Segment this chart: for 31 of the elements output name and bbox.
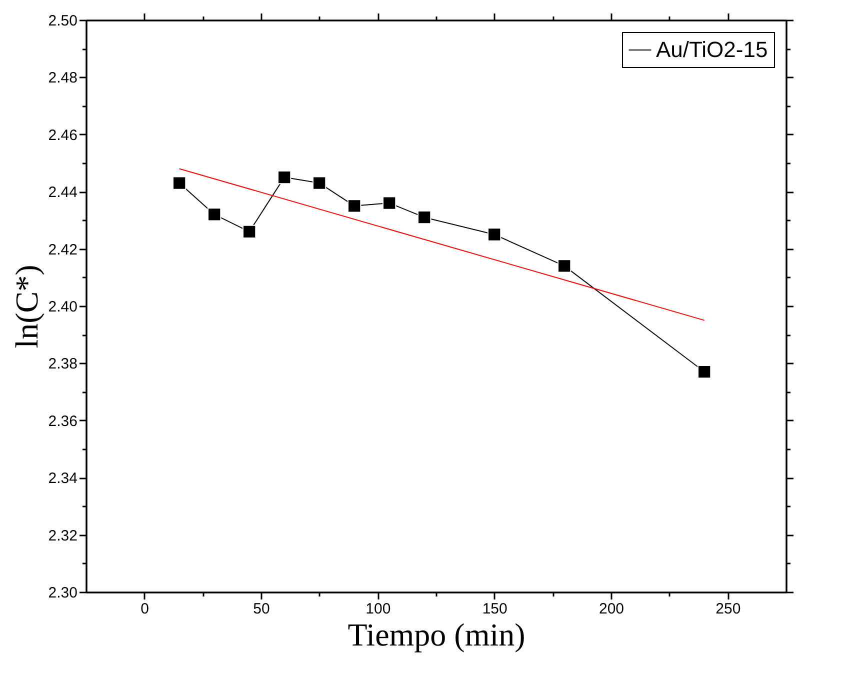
point — [348, 199, 362, 213]
x-tick-label: 100 — [366, 600, 391, 618]
x-tick-label: 150 — [482, 600, 508, 618]
x-tick-label: 50 — [253, 600, 270, 618]
point — [312, 176, 326, 190]
y-tick-label: 2.48 — [48, 70, 78, 87]
point — [172, 176, 186, 190]
point — [278, 170, 292, 184]
x-axis-title: Tiempo (min) — [348, 616, 526, 652]
point — [208, 208, 222, 222]
x-tick-label: 250 — [716, 600, 741, 618]
x-tick-label: 0 — [140, 600, 150, 618]
x-tick-label: 200 — [598, 600, 624, 618]
y-tick-label: 2.44 — [48, 184, 78, 202]
y-tick-label: 2.38 — [48, 356, 78, 373]
y-tick-label: 2.34 — [48, 470, 78, 488]
y-tick-label: 2.50 — [48, 12, 78, 30]
y-tick-label: 2.36 — [48, 412, 78, 430]
legend-label: Au/TiO2-15 — [656, 37, 768, 62]
y-axis-title: ln(C*) — [8, 264, 44, 348]
point — [488, 228, 502, 242]
y-tick-label: 2.42 — [48, 241, 78, 258]
point — [242, 224, 256, 238]
y-tick-label: 2.40 — [48, 298, 78, 316]
point — [558, 259, 572, 273]
y-tick-label: 2.32 — [48, 527, 78, 544]
point — [382, 196, 396, 210]
point — [418, 210, 432, 224]
y-tick-label: 2.30 — [48, 584, 78, 602]
point — [698, 364, 712, 379]
y-tick-label: 2.46 — [48, 126, 78, 144]
